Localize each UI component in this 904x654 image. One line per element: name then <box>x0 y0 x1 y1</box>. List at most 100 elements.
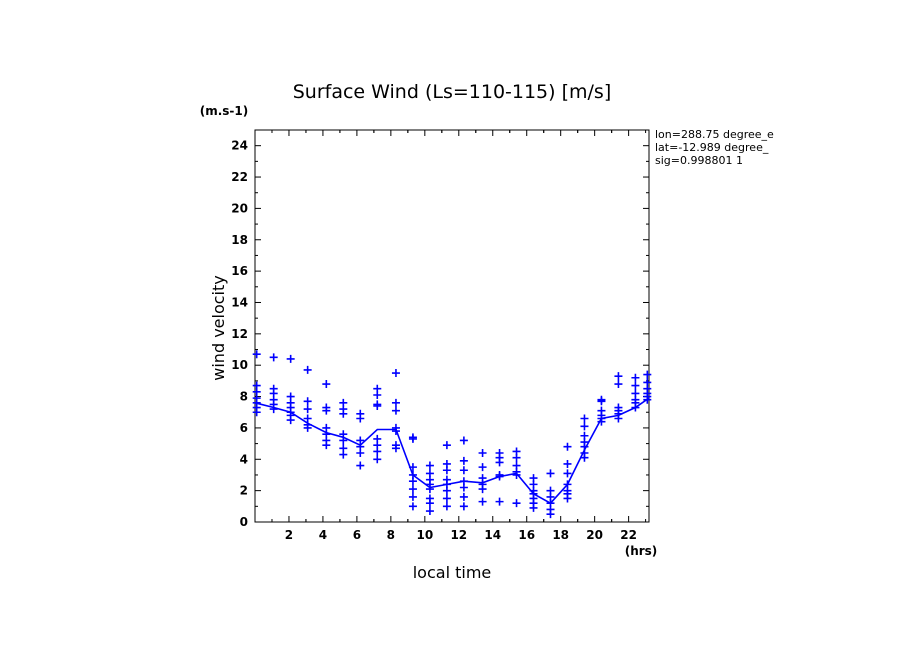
y-tick-label: 8 <box>240 390 248 404</box>
y-tick-label: 6 <box>240 421 248 435</box>
scatter-point <box>391 444 400 453</box>
scatter-point <box>373 390 382 399</box>
scatter-point <box>391 398 400 407</box>
scatter-point <box>408 492 417 501</box>
sig-label: sig=0.998801 1 <box>655 154 743 167</box>
scatter-point <box>442 502 451 511</box>
scatter-point <box>442 466 451 475</box>
x-unit-label: (hrs) <box>625 544 658 558</box>
scatter-point <box>459 436 468 445</box>
scatter-point <box>303 397 312 406</box>
scatter-point <box>563 469 572 478</box>
scatter-point <box>563 442 572 451</box>
y-axis-label: wind velocity <box>209 275 228 380</box>
scatter-point <box>614 380 623 389</box>
scatter-point <box>459 483 468 492</box>
x-tick-label: 4 <box>319 528 327 542</box>
scatter-point <box>459 492 468 501</box>
scatter-point <box>408 434 417 443</box>
x-axis-label: local time <box>413 563 492 582</box>
scatter-point <box>580 414 589 423</box>
scatter-point <box>478 497 487 506</box>
scatter-point <box>373 447 382 456</box>
scatter-point <box>269 405 278 414</box>
scatter-point <box>373 455 382 464</box>
x-tick-label: 16 <box>518 528 535 542</box>
x-tick-label: 12 <box>450 528 467 542</box>
scatter-point <box>512 499 521 508</box>
scatter-point <box>442 494 451 503</box>
y-tick-label: 14 <box>231 295 248 309</box>
scatter-point <box>478 485 487 494</box>
y-tick-label: 20 <box>231 201 248 215</box>
scatter-point <box>459 502 468 511</box>
scatter-point <box>580 453 589 462</box>
scatter-point <box>356 461 365 470</box>
scatter-point <box>391 406 400 415</box>
scatter-point <box>614 372 623 381</box>
scatter-point <box>286 354 295 363</box>
scatter-point <box>631 373 640 382</box>
x-tick-label: 22 <box>620 528 637 542</box>
scatter-point <box>512 453 521 462</box>
coordinate-info: lon=288.75 degree_e lat=-12.989 degree_ … <box>655 128 779 167</box>
data-marks <box>252 350 652 519</box>
chart-title: Surface Wind (Ls=110-115) [m/s] <box>293 81 612 103</box>
scatter-point <box>442 441 451 450</box>
y-tick-label: 24 <box>231 139 248 153</box>
scatter-point <box>643 370 652 379</box>
scatter-point <box>442 486 451 495</box>
scatter-point <box>495 458 504 467</box>
y-unit-label: (m.s-1) <box>200 104 249 118</box>
scatter-point <box>303 405 312 414</box>
scatter-point <box>252 350 261 359</box>
x-tick-label: 2 <box>285 528 293 542</box>
y-tick-label: 12 <box>231 327 248 341</box>
scatter-point <box>546 469 555 478</box>
x-tick-label: 20 <box>586 528 603 542</box>
scatter-point <box>252 408 261 417</box>
scatter-point <box>425 507 434 516</box>
scatter-point <box>408 485 417 494</box>
scatter-point <box>303 423 312 432</box>
scatter-point <box>356 449 365 458</box>
scatter-point <box>478 463 487 472</box>
scatter-point <box>391 369 400 378</box>
scatter-point <box>425 461 434 470</box>
scatter-point <box>303 365 312 374</box>
y-tick-label: 0 <box>240 515 248 529</box>
lat-label: lat=-12.989 degree_ <box>655 141 769 154</box>
scatter-point <box>478 449 487 458</box>
scatter-point <box>546 510 555 519</box>
scatter-point <box>373 401 382 410</box>
lon-label: lon=288.75 degree_e <box>655 128 774 141</box>
scatter-point <box>339 409 348 418</box>
scatter-point <box>425 499 434 508</box>
mean-line <box>254 397 650 505</box>
scatter-point <box>512 470 521 479</box>
scatter-point <box>459 466 468 475</box>
scatter-point <box>322 406 331 415</box>
scatter-point <box>286 416 295 425</box>
y-tick-label: 16 <box>231 264 248 278</box>
y-tick-label: 4 <box>240 452 248 466</box>
scatter-point <box>322 441 331 450</box>
scatter-point <box>563 494 572 503</box>
scatter-point <box>495 497 504 506</box>
scatter-point <box>459 456 468 465</box>
x-tick-label: 14 <box>484 528 501 542</box>
scatter-point <box>529 503 538 512</box>
scatter-point <box>322 380 331 389</box>
scatter-point <box>597 397 606 406</box>
y-tick-label: 2 <box>240 484 248 498</box>
y-tick-label: 10 <box>231 358 248 372</box>
x-tick-label: 18 <box>552 528 569 542</box>
x-tick-label: 10 <box>416 528 433 542</box>
scatter-point <box>425 485 434 494</box>
y-tick-label: 18 <box>231 233 248 247</box>
scatter-point <box>580 422 589 431</box>
scatter-point <box>339 450 348 459</box>
scatter-point <box>408 477 417 486</box>
